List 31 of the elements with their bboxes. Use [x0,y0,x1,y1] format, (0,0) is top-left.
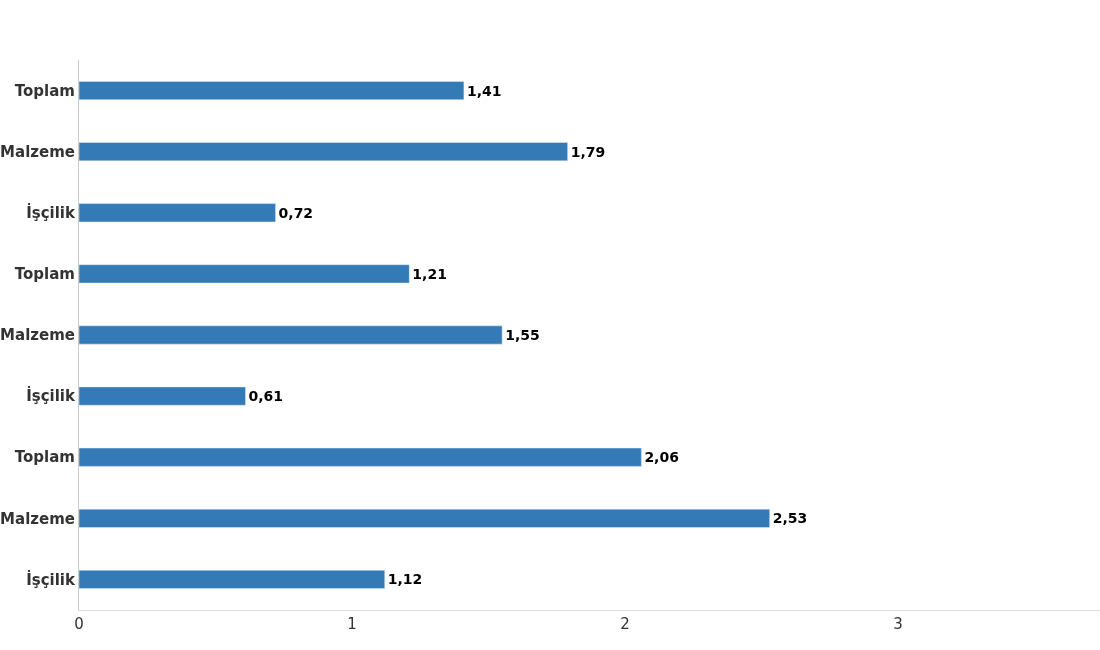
y-tick-label: Toplam [14,448,75,467]
y-tick-label: Toplam [14,265,75,284]
bar [79,203,276,223]
data-label: 0,72 [278,204,314,221]
y-tick-label: Malzeme [0,326,75,345]
y-tick-label: Toplam [14,81,75,100]
bar [79,142,568,162]
data-label: 1,12 [387,571,423,588]
bar [79,570,385,589]
bar [79,386,246,406]
data-label: 1,55 [505,327,540,343]
data-label: 1,21 [412,265,447,282]
y-tick-label: Malzeme [0,509,75,528]
bar [79,325,503,345]
data-label: 0,61 [248,388,284,405]
y-tick-label: Malzeme [0,142,75,161]
x-tick-label: 0 [74,615,84,633]
y-tick-label: İşçilik [26,386,77,406]
bar [79,81,465,100]
x-tick-label: 3 [893,615,903,633]
data-label: 1,41 [466,82,502,99]
bar [79,508,770,528]
data-label: 1,79 [570,143,606,160]
x-tick-label: 2 [620,615,630,633]
x-tick-label: 1 [347,615,357,633]
bar [79,264,410,284]
y-tick-label: İşçilik [26,203,77,223]
data-label: 2,53 [772,510,808,527]
y-tick-label: İşçilik [26,569,77,589]
data-label: 2,06 [644,449,679,466]
bar [79,447,642,467]
